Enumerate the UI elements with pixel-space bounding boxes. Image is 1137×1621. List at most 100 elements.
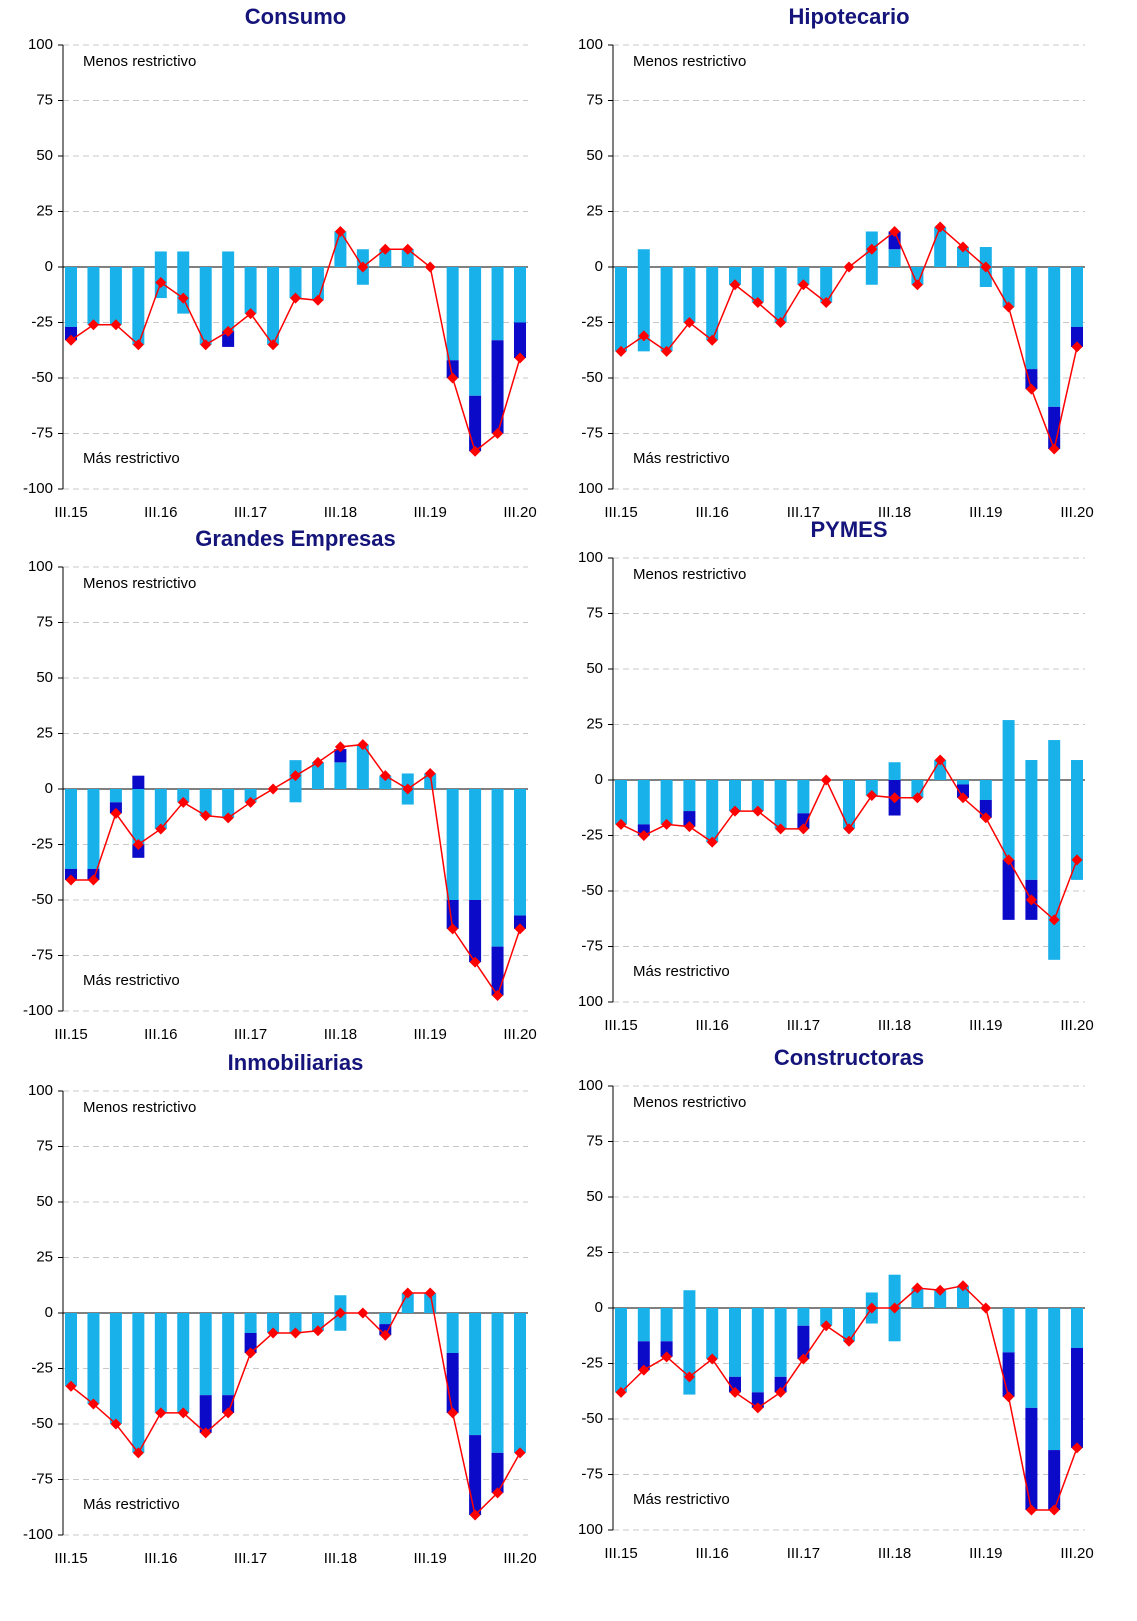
y-tick-label: -75 bbox=[31, 946, 53, 963]
bar bbox=[683, 780, 696, 812]
bar bbox=[65, 1313, 77, 1387]
x-tick-label: III.17 bbox=[787, 504, 820, 521]
marker bbox=[87, 1398, 99, 1410]
bar bbox=[865, 780, 878, 796]
marker bbox=[934, 1284, 946, 1296]
y-tick-label: -25 bbox=[581, 1354, 603, 1371]
x-tick-label: III.18 bbox=[878, 504, 911, 521]
y-tick-label: -25 bbox=[581, 826, 603, 843]
bar bbox=[491, 1452, 504, 1493]
bar bbox=[888, 249, 901, 267]
marker bbox=[245, 308, 257, 320]
bar bbox=[469, 789, 482, 900]
bar bbox=[469, 900, 482, 963]
bar bbox=[446, 789, 459, 900]
y-tick-label: 50 bbox=[586, 147, 603, 164]
bar bbox=[199, 1395, 212, 1433]
chart-title: Hipotecario bbox=[788, 4, 909, 29]
bar bbox=[615, 780, 627, 825]
bar bbox=[1048, 780, 1061, 960]
x-tick-label: III.19 bbox=[969, 1017, 1002, 1034]
bar bbox=[199, 789, 212, 816]
marker bbox=[889, 1302, 901, 1314]
bar bbox=[706, 1308, 719, 1360]
marker bbox=[379, 770, 391, 782]
annotation: Más restrictivo bbox=[83, 972, 180, 989]
marker bbox=[65, 874, 77, 886]
bar bbox=[1071, 1308, 1083, 1348]
marker bbox=[132, 839, 144, 850]
marker bbox=[797, 279, 809, 291]
x-tick-label: III.15 bbox=[604, 1017, 637, 1034]
marker bbox=[866, 243, 878, 255]
marker bbox=[155, 823, 167, 835]
marker bbox=[1003, 854, 1015, 866]
y-tick-label: 25 bbox=[36, 1248, 53, 1265]
y-tick-label: 0 bbox=[595, 1299, 603, 1316]
bar bbox=[660, 267, 673, 352]
y-tick-label: 100 bbox=[578, 36, 603, 53]
y-tick-label: 100 bbox=[28, 36, 53, 53]
bar bbox=[65, 267, 77, 327]
x-tick-label: III.16 bbox=[144, 504, 177, 521]
annotation: Más restrictivo bbox=[83, 450, 180, 467]
y-tick-label: -50 bbox=[581, 882, 603, 899]
bar bbox=[1002, 859, 1015, 920]
x-tick-label: III.19 bbox=[969, 1545, 1002, 1562]
marker bbox=[797, 823, 809, 835]
bar bbox=[514, 322, 526, 359]
marker bbox=[775, 823, 787, 835]
marker bbox=[110, 319, 122, 331]
bar bbox=[379, 1313, 392, 1325]
bar bbox=[222, 789, 235, 818]
y-tick-label: -100 bbox=[23, 1526, 53, 1543]
bar bbox=[751, 267, 764, 303]
chart-title: Constructoras bbox=[774, 1045, 924, 1070]
x-tick-label: III.20 bbox=[503, 1026, 536, 1043]
bar bbox=[65, 868, 77, 881]
y-tick-label: 100 bbox=[578, 1077, 603, 1094]
x-tick-label: III.15 bbox=[54, 504, 87, 521]
marker bbox=[424, 261, 436, 273]
marker bbox=[65, 1380, 77, 1392]
bar bbox=[637, 824, 650, 836]
bar bbox=[65, 326, 77, 341]
bar bbox=[729, 267, 741, 285]
marker bbox=[132, 339, 144, 351]
bar bbox=[888, 762, 901, 780]
bar bbox=[1002, 720, 1015, 780]
marker bbox=[447, 372, 459, 384]
annotation: Más restrictivo bbox=[633, 963, 730, 980]
bar bbox=[132, 844, 145, 858]
bar bbox=[177, 789, 190, 803]
bar bbox=[401, 773, 414, 789]
bar bbox=[1002, 1352, 1015, 1397]
x-tick-label: III.16 bbox=[696, 504, 729, 521]
bar bbox=[469, 1313, 482, 1436]
marker bbox=[775, 317, 787, 328]
marker bbox=[177, 1407, 189, 1419]
bar bbox=[1048, 740, 1061, 780]
marker bbox=[683, 1371, 695, 1383]
bar bbox=[615, 1308, 627, 1393]
marker bbox=[87, 319, 99, 331]
y-tick-label: 75 bbox=[36, 613, 53, 630]
bar bbox=[774, 780, 787, 829]
marker bbox=[65, 334, 77, 346]
bar bbox=[888, 1274, 901, 1308]
marker bbox=[820, 774, 832, 786]
marker bbox=[492, 1487, 504, 1499]
y-tick-label: 50 bbox=[36, 1193, 53, 1210]
x-tick-label: III.18 bbox=[324, 504, 357, 521]
bar bbox=[1025, 1308, 1038, 1408]
marker bbox=[514, 1447, 526, 1459]
y-tick-label: 100 bbox=[28, 558, 53, 575]
bar bbox=[797, 780, 810, 814]
y-tick-label: 0 bbox=[45, 1304, 53, 1321]
x-tick-label: III.17 bbox=[234, 1550, 267, 1567]
bar bbox=[1025, 760, 1038, 780]
marker bbox=[334, 1307, 346, 1319]
bar bbox=[911, 267, 924, 285]
